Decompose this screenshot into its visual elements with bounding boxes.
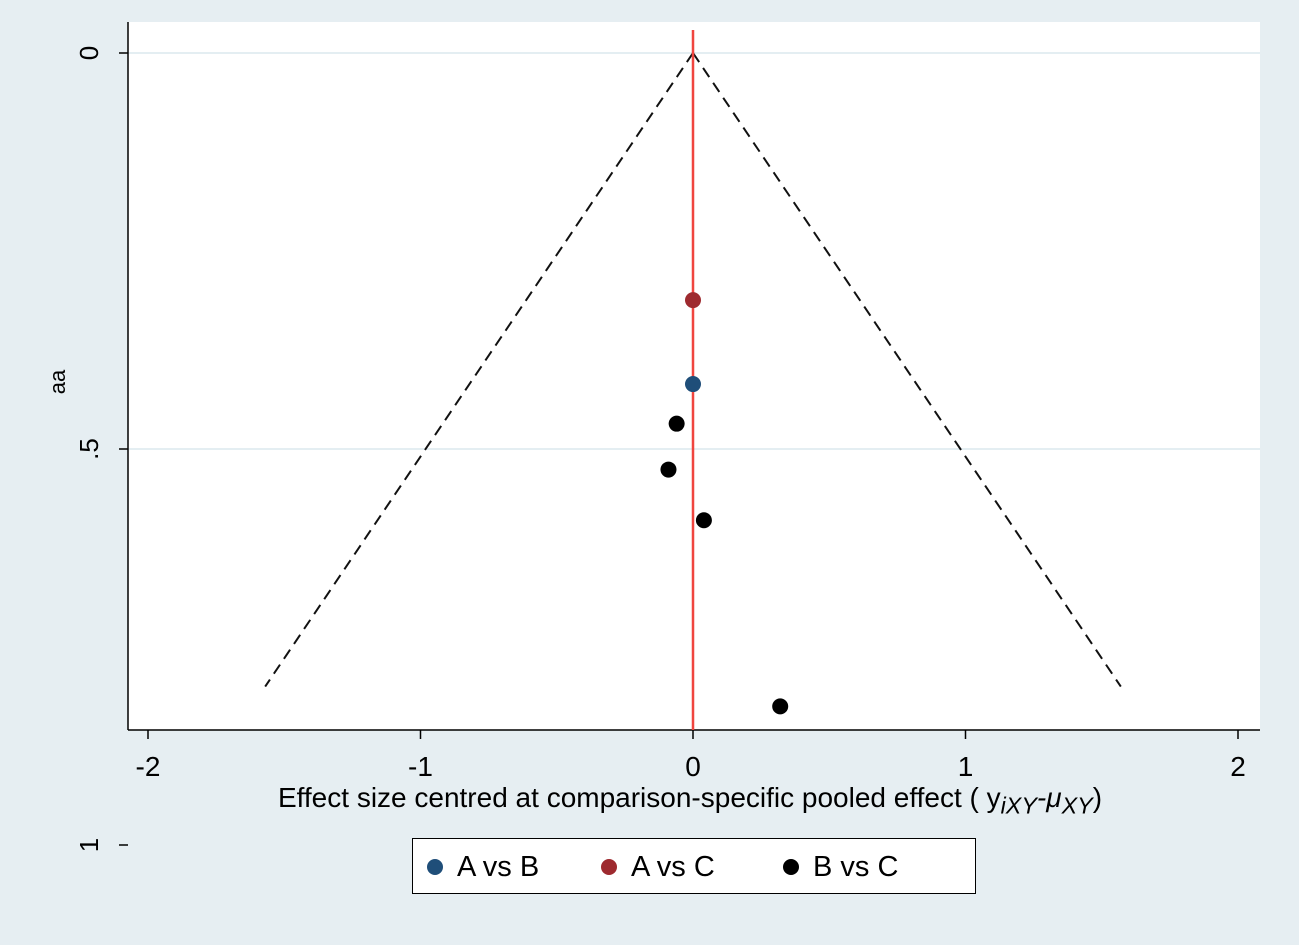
legend-marker-a-vs-b: [427, 859, 443, 875]
x-tick-label-3: 1: [958, 751, 974, 782]
funnel-left-line: [264, 52, 694, 688]
y-axis-label: aa: [45, 369, 70, 395]
x-axis-label-sub2: XY: [1061, 792, 1093, 819]
x-tick-label-1: -1: [408, 751, 433, 782]
point-b-vs-c-0: [668, 415, 685, 432]
legend-marker-a-vs-c: [601, 859, 617, 875]
x-tick-label-0: -2: [136, 751, 161, 782]
legend-item-b-vs-c: B vs C: [783, 839, 898, 895]
x-axis-label-mid: -μ: [1036, 782, 1062, 813]
point-a-vs-b-0: [685, 376, 701, 393]
legend: A vs B A vs C B vs C: [412, 838, 976, 894]
x-axis-label-close: ): [1092, 782, 1103, 813]
y-tick-label-1: .5: [74, 438, 104, 460]
point-b-vs-c-3: [772, 698, 789, 715]
x-axis-label-sub1: iXY: [1000, 792, 1037, 819]
y-tick-label-0: 0: [74, 46, 104, 60]
legend-label-a-vs-c: A vs C: [631, 850, 715, 883]
legend-item-a-vs-c: A vs C: [601, 839, 715, 895]
legend-label-a-vs-b: A vs B: [457, 850, 540, 883]
legend-item-a-vs-b: A vs B: [427, 839, 539, 895]
x-axis-label-text: Effect size centred at comparison-specif…: [277, 782, 1001, 813]
y-tick-label-2: 1: [74, 838, 104, 852]
funnel-right-line: [692, 52, 1122, 688]
legend-label-b-vs-c: B vs C: [813, 850, 899, 883]
x-tick-label-4: 2: [1230, 751, 1246, 782]
point-a-vs-c-0: [685, 292, 701, 309]
point-b-vs-c-1: [660, 461, 677, 478]
x-axis-label: Effect size centred at comparison-specif…: [120, 782, 1260, 820]
point-b-vs-c-2: [695, 512, 712, 529]
x-tick-label-2: 0: [685, 751, 701, 782]
legend-marker-b-vs-c: [783, 859, 799, 875]
